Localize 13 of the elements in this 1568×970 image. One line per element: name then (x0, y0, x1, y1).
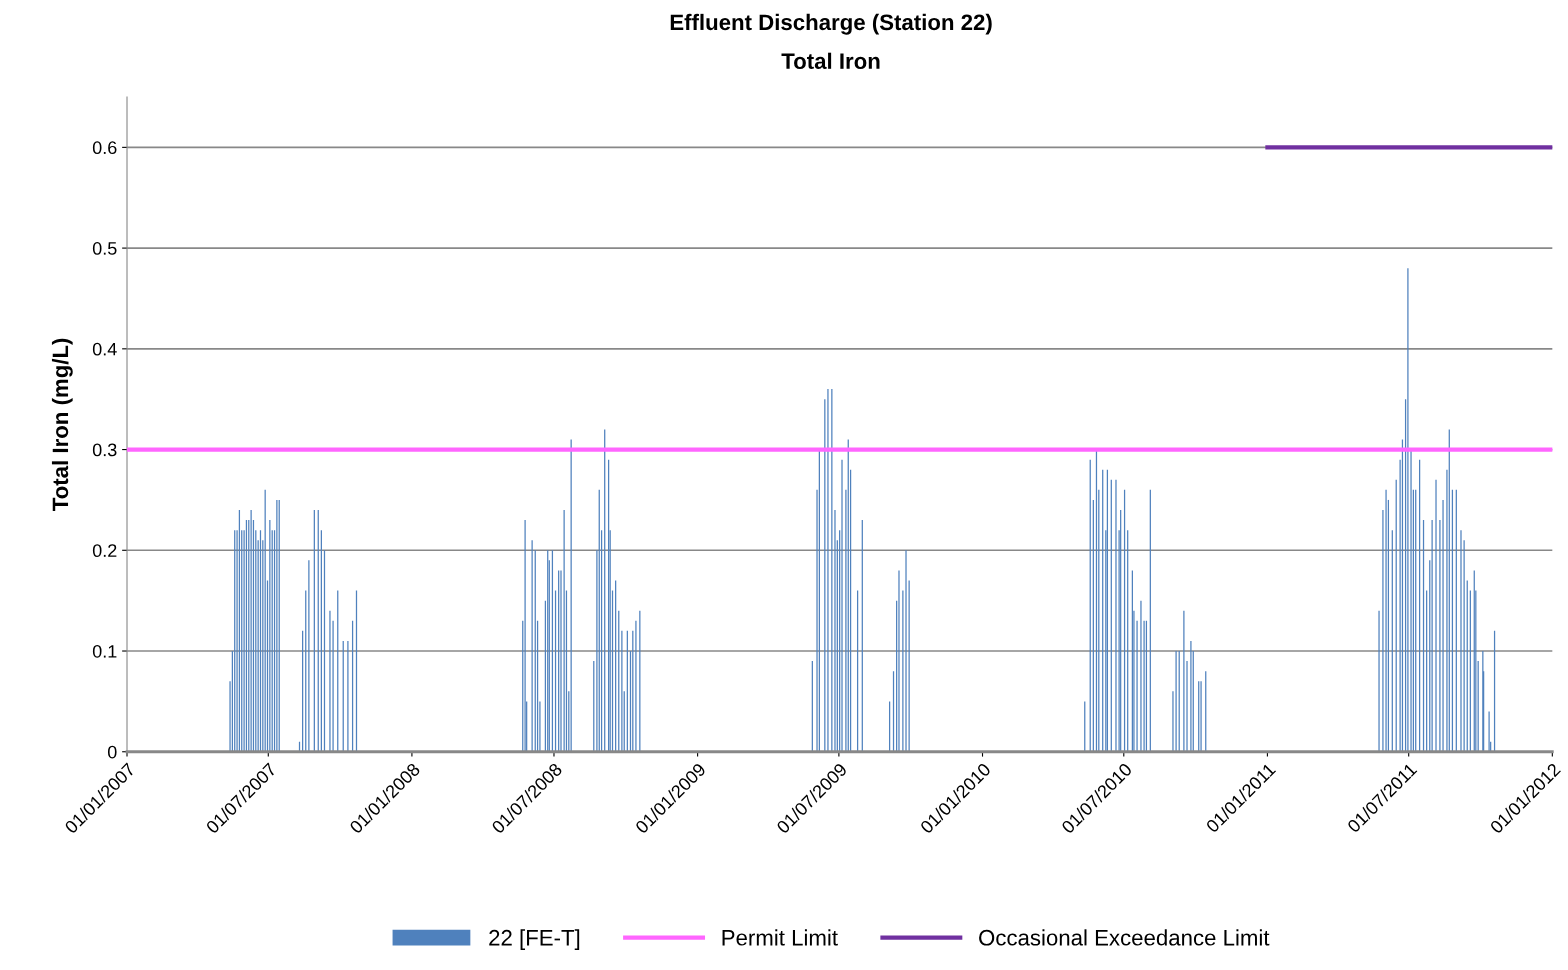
legend-label: Occasional Exceedance Limit (979, 929, 1270, 946)
chart-subtitle: Total Iron (781, 52, 880, 70)
chart-title: Effluent Discharge (Station 22) (670, 13, 992, 35)
y-tick-label: 0.3 (92, 443, 117, 457)
y-tick-label: 0.5 (92, 242, 117, 255)
y-tick-label: 0 (107, 745, 117, 759)
y-tick-label: 0.4 (92, 342, 117, 356)
y-axis-title: Total Iron (mg/L) (51, 338, 73, 511)
y-tick-label: 0.1 (92, 644, 117, 658)
y-tick-label: 0.2 (92, 544, 117, 558)
legend-label: Permit Limit (722, 929, 838, 946)
legend-label: 22 [FE-T] (489, 929, 580, 950)
y-tick-label: 0.6 (92, 141, 117, 155)
